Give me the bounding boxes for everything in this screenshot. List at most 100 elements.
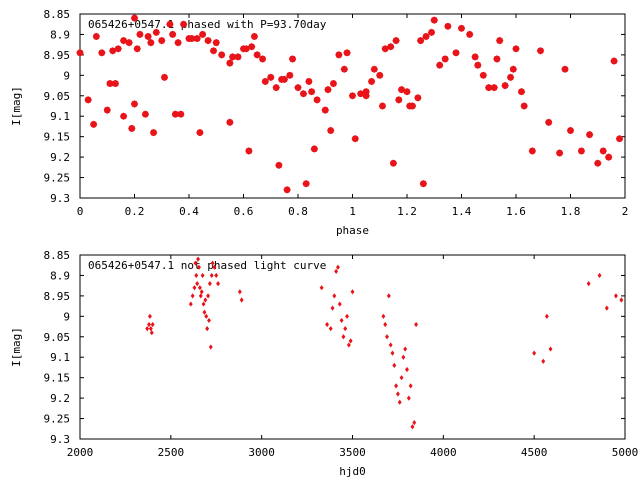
bottom-data-point	[604, 305, 609, 311]
top-data-point	[226, 59, 234, 67]
top-x-tick-label: 1.4	[452, 205, 472, 218]
top-data-point	[452, 49, 460, 57]
bottom-data-point	[147, 313, 152, 319]
top-data-point	[441, 55, 449, 63]
bottom-data-point	[212, 264, 217, 270]
bottom-data-point	[216, 281, 221, 287]
top-data-point	[130, 14, 139, 22]
top-data-point	[357, 90, 365, 98]
bottom-x-tick-label: 3500	[339, 446, 366, 459]
top-data-point	[250, 32, 258, 41]
top-data-point	[259, 55, 267, 63]
top-data-point	[267, 73, 275, 81]
top-data-point	[106, 79, 114, 88]
top-data-point	[248, 43, 256, 51]
top-data-point	[166, 20, 174, 28]
top-data-point	[141, 110, 149, 118]
bottom-data-point	[383, 321, 388, 328]
top-x-tick-label: 0	[77, 205, 84, 218]
bottom-data-point	[408, 383, 413, 389]
top-data-point	[389, 159, 397, 167]
top-data-point	[422, 32, 430, 41]
bottom-data-point	[412, 420, 417, 426]
bottom-data-point	[403, 346, 408, 352]
bottom-data-point	[385, 334, 389, 340]
bottom-x-tick-label: 2000	[67, 446, 94, 459]
bottom-data-point	[399, 375, 404, 381]
top-data-point	[92, 32, 100, 41]
top-chart-title: 065426+0547.1 phased with P=93.70day	[88, 18, 327, 31]
top-y-tick-label: 8.9	[50, 28, 70, 41]
top-x-tick-label: 0.4	[179, 205, 199, 218]
top-data-point	[599, 147, 607, 155]
bottom-data-point	[328, 326, 333, 332]
top-data-point	[130, 100, 139, 108]
top-data-point	[485, 84, 493, 92]
bottom-data-point	[406, 395, 411, 401]
bottom-data-point	[332, 293, 337, 299]
top-data-point	[329, 79, 337, 88]
top-data-point	[430, 16, 438, 24]
top-data-point	[419, 180, 427, 188]
top-data-point	[414, 94, 422, 102]
top-data-point	[171, 110, 179, 118]
top-data-point	[368, 77, 376, 86]
bottom-x-tick-label: 4500	[521, 446, 548, 459]
bottom-data-point	[207, 317, 211, 324]
bottom-data-point	[350, 289, 355, 295]
top-data-point	[427, 28, 436, 36]
bottom-data-point	[336, 264, 340, 270]
top-data-point	[520, 102, 528, 110]
bottom-data-point	[414, 321, 419, 328]
bottom-y-tick-label: 9.3	[50, 433, 70, 446]
top-data-point	[506, 73, 515, 81]
top-data-point	[517, 88, 526, 96]
top-x-tick-label: 1.6	[506, 205, 526, 218]
bottom-data-point	[237, 289, 242, 295]
bottom-data-point	[239, 297, 244, 303]
bottom-x-tick-label: 4000	[430, 446, 457, 459]
top-data-point	[457, 24, 466, 32]
bottom-data-point	[343, 326, 348, 332]
bottom-y-axis-label: I[mag]	[10, 327, 23, 367]
bottom-data-point	[195, 281, 200, 287]
bottom-y-tick-label: 8.9	[50, 269, 70, 282]
bottom-data-point	[192, 285, 197, 291]
top-data-point	[283, 186, 291, 194]
bottom-data-point	[341, 334, 346, 340]
top-data-point	[343, 49, 351, 57]
bottom-data-point	[390, 350, 395, 356]
top-data-point	[261, 77, 269, 86]
bottom-data-point	[200, 272, 205, 279]
bottom-data-point	[194, 272, 199, 279]
top-data-point	[209, 47, 218, 55]
bottom-plot-frame	[79, 254, 626, 440]
bottom-data-point	[196, 256, 201, 262]
top-data-point	[605, 153, 613, 161]
top-data-point	[229, 53, 237, 61]
top-data-point	[294, 84, 302, 92]
top-x-tick-label: 2	[622, 205, 629, 218]
bottom-data-point	[395, 391, 400, 397]
bottom-y-tick-label: 9.2	[50, 392, 70, 405]
bottom-data-point	[345, 313, 349, 319]
top-data-point	[528, 147, 536, 155]
bottom-data-point	[205, 326, 210, 332]
top-data-point	[545, 118, 553, 126]
top-data-point	[76, 49, 84, 57]
bottom-data-point	[381, 313, 386, 319]
bottom-data-point	[147, 321, 151, 328]
bottom-data-point	[339, 317, 344, 324]
bottom-data-point	[197, 264, 201, 270]
top-data-point	[286, 71, 294, 79]
top-data-point	[288, 55, 297, 63]
top-data-point	[327, 126, 335, 135]
bottom-y-tick-label: 8.95	[44, 290, 71, 303]
top-data-point	[114, 45, 122, 53]
top-data-point	[403, 88, 411, 96]
top-data-point	[199, 30, 207, 38]
top-data-point	[133, 45, 141, 53]
bottom-data-point	[319, 285, 324, 291]
top-data-point	[362, 92, 370, 100]
